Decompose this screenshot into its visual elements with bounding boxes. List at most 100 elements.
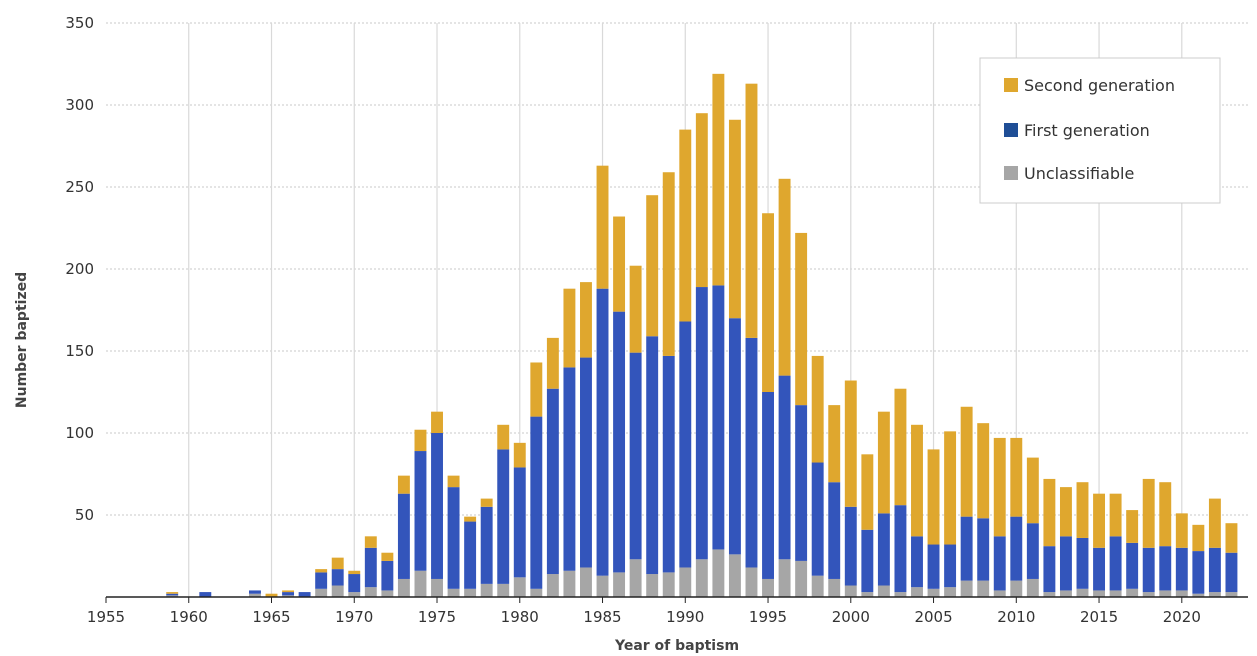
bar-second-generation (331, 557, 344, 570)
bar-first-generation (712, 285, 725, 550)
bar-unclassifiable (1026, 578, 1039, 597)
bar-unclassifiable (1208, 592, 1221, 597)
bar-second-generation (927, 449, 940, 545)
bar-second-generation (480, 498, 493, 507)
bar-second-generation (1076, 482, 1089, 538)
bar-unclassifiable (1043, 592, 1056, 597)
bar-second-generation (695, 113, 708, 288)
bar-unclassifiable (828, 578, 841, 597)
legend-label-first-generation: First generation (1024, 121, 1150, 140)
bar-first-generation (927, 544, 940, 589)
bar-unclassifiable (911, 587, 923, 597)
bar-second-generation (712, 73, 725, 286)
bar-unclassifiable (844, 585, 857, 597)
bar-unclassifiable (762, 578, 774, 597)
bar-unclassifiable (1093, 590, 1106, 597)
bar-second-generation (844, 380, 857, 507)
bar-first-generation (1026, 523, 1039, 579)
bar-unclassifiable (1059, 590, 1072, 597)
bar-first-generation (646, 336, 659, 575)
bar-unclassifiable (629, 559, 642, 597)
bar-unclassifiable (1159, 590, 1172, 597)
bar-second-generation (828, 405, 841, 483)
bar-first-generation (596, 288, 609, 576)
bar-first-generation (530, 416, 543, 589)
bar-second-generation (265, 593, 278, 597)
bar-second-generation (944, 431, 957, 545)
bar-unclassifiable (497, 583, 510, 597)
bar-unclassifiable (1225, 592, 1238, 597)
bar-unclassifiable (563, 570, 576, 597)
bar-first-generation (695, 287, 708, 560)
bar-first-generation (315, 572, 328, 589)
bar-unclassifiable (1109, 590, 1122, 597)
bar-second-generation (1159, 482, 1172, 547)
bar-unclassifiable (1142, 592, 1155, 597)
x-tick-label: 1980 (501, 608, 539, 626)
bar-first-generation (447, 487, 460, 589)
bar-first-generation (414, 451, 427, 571)
bar-first-generation (778, 375, 791, 560)
bar-unclassifiable (1010, 580, 1023, 597)
bar-first-generation (563, 367, 576, 571)
bar-second-generation (1059, 487, 1072, 537)
y-axis-title: Number baptized (14, 272, 30, 408)
bar-unclassifiable (1192, 593, 1205, 597)
bar-unclassifiable (348, 592, 361, 597)
bar-first-generation (861, 529, 874, 593)
bar-unclassifiable (712, 549, 725, 597)
bar-second-generation (397, 475, 410, 494)
legend-label-second-generation: Second generation (1024, 76, 1175, 95)
legend-swatch-unclassifiable (1004, 166, 1018, 180)
y-tick-label: 250 (65, 178, 94, 196)
bar-second-generation (464, 516, 477, 522)
bar-first-generation (513, 467, 526, 578)
x-tick-label: 1975 (418, 608, 456, 626)
bar-unclassifiable (1076, 588, 1089, 597)
bar-second-generation (762, 213, 774, 392)
bar-unclassifiable (513, 577, 526, 597)
bar-first-generation (894, 505, 907, 593)
bar-unclassifiable (613, 572, 626, 597)
y-tick-label: 350 (65, 14, 94, 32)
bar-first-generation (613, 311, 626, 573)
x-axis-ticks: 1955 1960 1965 1970 1975 1980 1985 1990 1995 2000… (87, 597, 1201, 626)
y-tick-label: 50 (75, 506, 94, 524)
bar-first-generation (662, 355, 675, 573)
bar-second-generation (447, 475, 460, 488)
bar-unclassifiable (1175, 590, 1188, 597)
bar-second-generation (911, 424, 923, 537)
y-tick-label: 300 (65, 96, 94, 114)
bar-first-generation (977, 518, 990, 581)
bar-unclassifiable (679, 567, 692, 597)
bar-unclassifiable (381, 590, 394, 597)
bar-unclassifiable (480, 583, 493, 597)
bar-first-generation (1010, 516, 1023, 581)
bar-second-generation (282, 590, 295, 593)
bar-unclassifiable (695, 559, 708, 597)
bar-second-generation (1208, 498, 1221, 548)
bar-second-generation (613, 216, 626, 312)
bar-first-generation (166, 593, 179, 596)
bar-second-generation (795, 232, 808, 406)
bar-second-generation (497, 424, 510, 450)
y-tick-label: 200 (65, 260, 94, 278)
bar-first-generation (282, 592, 295, 596)
bar-unclassifiable (811, 575, 824, 597)
bar-second-generation (861, 454, 874, 530)
bar-unclassifiable (431, 578, 443, 597)
bar-first-generation (298, 592, 311, 597)
bar-unclassifiable (530, 588, 543, 597)
legend-label-unclassifiable: Unclassifiable (1024, 164, 1134, 183)
bar-first-generation (877, 513, 890, 586)
legend-swatch-second-generation (1004, 78, 1018, 92)
bar-first-generation (348, 574, 361, 593)
bar-second-generation (1175, 513, 1188, 548)
x-tick-label: 2020 (1163, 608, 1201, 626)
bar-second-generation (166, 592, 179, 594)
bar-unclassifiable (778, 559, 791, 597)
bar-unclassifiable (447, 588, 460, 597)
bar-second-generation (381, 552, 394, 561)
bar-first-generation (944, 544, 957, 588)
bar-second-generation (977, 423, 990, 519)
